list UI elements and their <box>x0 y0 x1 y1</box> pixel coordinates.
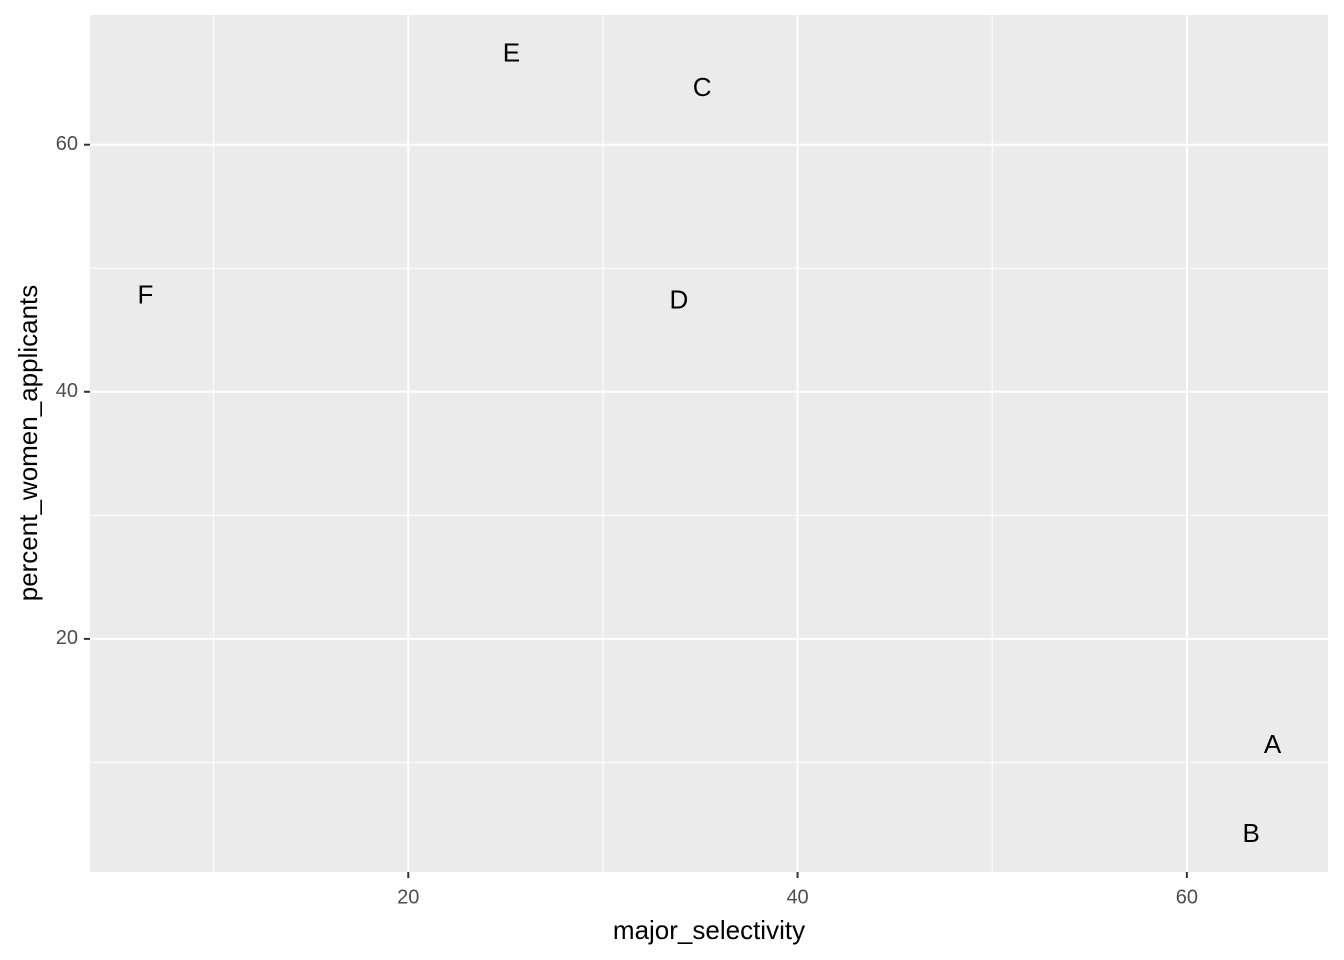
y-tick-label: 60 <box>56 133 78 155</box>
point-label: C <box>693 72 712 102</box>
point-label: F <box>138 280 154 310</box>
y-axis-title: percent_women_applicants <box>13 285 43 602</box>
panel <box>90 15 1328 872</box>
x-tick-label: 40 <box>786 886 808 908</box>
y-tick-label: 20 <box>56 627 78 649</box>
y-tick-label: 40 <box>56 380 78 402</box>
point-label: E <box>503 37 520 67</box>
x-axis-title: major_selectivity <box>613 915 805 945</box>
point-label: A <box>1264 729 1282 759</box>
x-tick-label: 20 <box>397 886 419 908</box>
x-tick-label: 60 <box>1176 886 1198 908</box>
point-label: D <box>669 284 688 314</box>
point-label: B <box>1242 818 1259 848</box>
